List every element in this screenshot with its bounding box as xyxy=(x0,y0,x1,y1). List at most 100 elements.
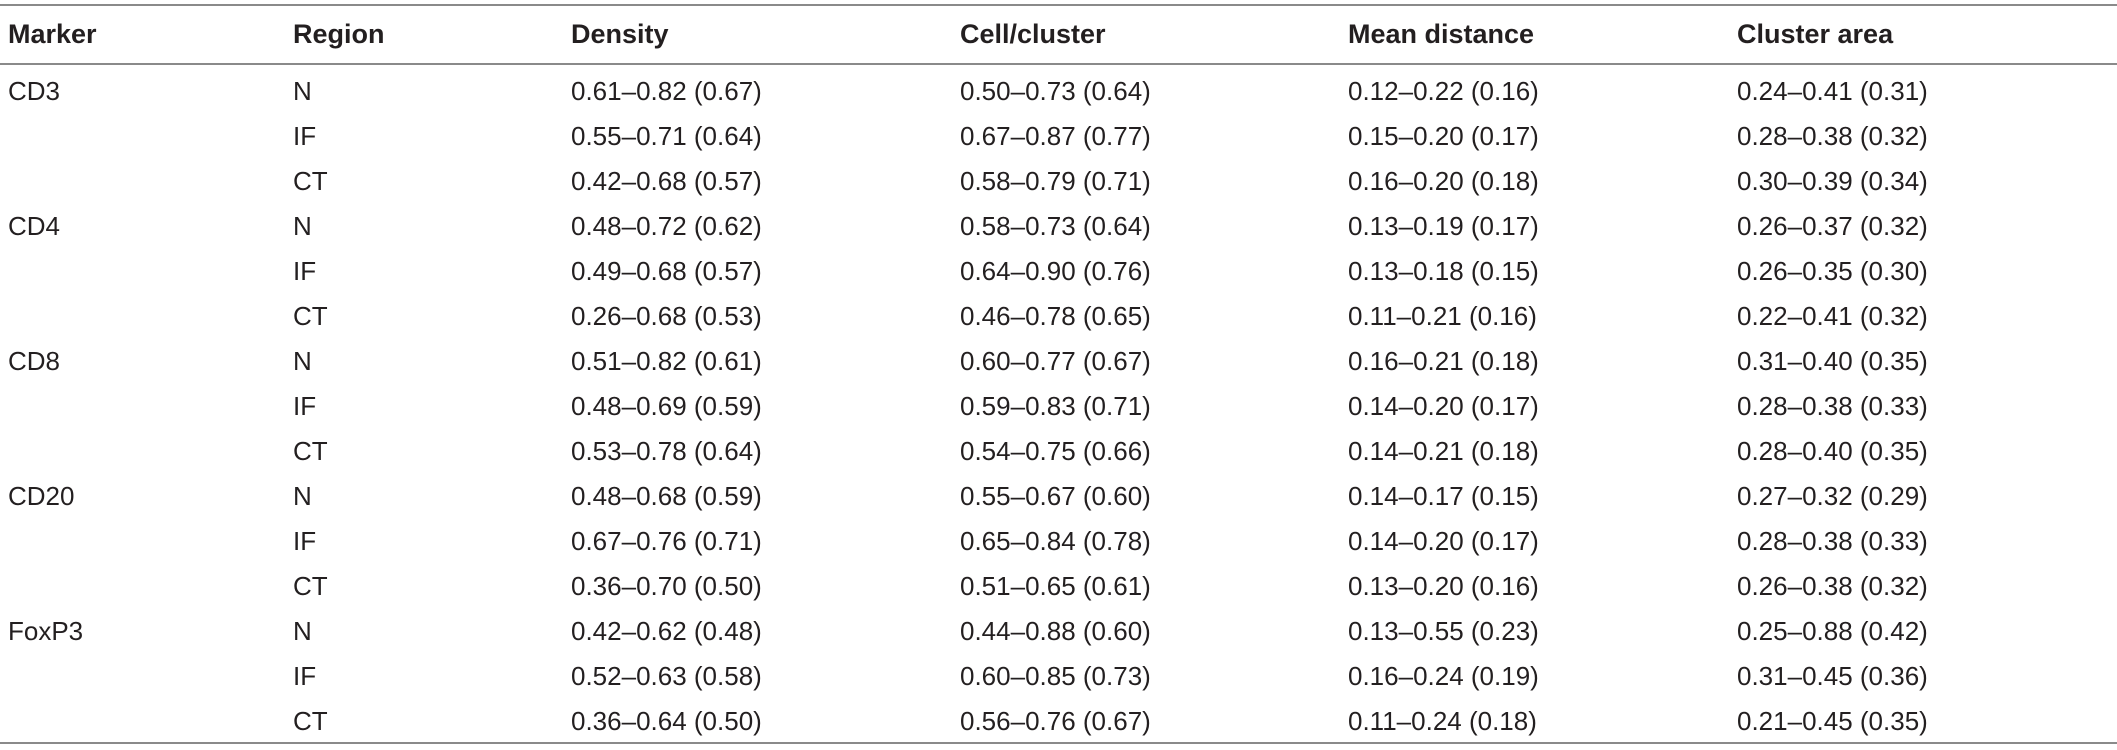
table-row: CD3 N 0.61–0.82 (0.67) 0.50–0.73 (0.64) 0.12… xyxy=(0,63,2117,114)
cell-cluster-area: 0.30–0.39 (0.34) xyxy=(1737,166,1928,196)
cell-density: 0.51–0.82 (0.61) xyxy=(571,346,762,376)
cell-region: N xyxy=(293,76,312,106)
cell-mean-distance: 0.14–0.20 (0.17) xyxy=(1348,526,1539,556)
cell-marker xyxy=(0,429,285,474)
cell-region: IF xyxy=(293,526,317,556)
cell-mean-distance: 0.16–0.20 (0.18) xyxy=(1348,166,1539,196)
cell-cell-cluster: 0.56–0.76 (0.67) xyxy=(960,706,1151,736)
table-row: IF 0.67–0.76 (0.71) 0.65–0.84 (0.78) 0.14–0… xyxy=(0,519,2117,564)
cell-marker: CD20 xyxy=(8,481,75,511)
cell-density: 0.36–0.64 (0.50) xyxy=(571,706,762,736)
table-body: CD3 N 0.61–0.82 (0.67) 0.50–0.73 (0.64) 0.12… xyxy=(0,63,2117,744)
cell-region: CT xyxy=(293,166,328,196)
table-row: IF 0.52–0.63 (0.58) 0.60–0.85 (0.73) 0.16–0… xyxy=(0,654,2117,699)
cell-marker xyxy=(0,519,285,564)
table-row: IF 0.49–0.68 (0.57) 0.64–0.90 (0.76) 0.13–0… xyxy=(0,249,2117,294)
cell-density: 0.53–0.78 (0.64) xyxy=(571,436,762,466)
cell-cluster-area: 0.26–0.38 (0.32) xyxy=(1737,571,1928,601)
cell-cell-cluster: 0.50–0.73 (0.64) xyxy=(960,76,1151,106)
table-row: IF 0.48–0.69 (0.59) 0.59–0.83 (0.71) 0.14–0… xyxy=(0,384,2117,429)
cell-cell-cluster: 0.51–0.65 (0.61) xyxy=(960,571,1151,601)
cell-cluster-area: 0.24–0.41 (0.31) xyxy=(1737,76,1928,106)
table-row: CD8 N 0.51–0.82 (0.61) 0.60–0.77 (0.67) 0.16… xyxy=(0,339,2117,384)
data-table: Marker Region Density Cell/cluster Mean … xyxy=(0,6,2117,744)
cell-density: 0.42–0.62 (0.48) xyxy=(571,616,762,646)
cell-region: N xyxy=(293,616,312,646)
cell-density: 0.48–0.72 (0.62) xyxy=(571,211,762,241)
cell-cell-cluster: 0.58–0.73 (0.64) xyxy=(960,211,1151,241)
cell-density: 0.49–0.68 (0.57) xyxy=(571,256,762,286)
cell-marker: CD3 xyxy=(8,76,61,106)
table-row: CD4 N 0.48–0.72 (0.62) 0.58–0.73 (0.64) 0.13… xyxy=(0,204,2117,249)
cell-mean-distance: 0.13–0.20 (0.16) xyxy=(1348,571,1539,601)
table-row: CD20 N 0.48–0.68 (0.59) 0.55–0.67 (0.60) 0.1… xyxy=(0,474,2117,519)
cell-mean-distance: 0.12–0.22 (0.16) xyxy=(1348,76,1539,106)
cell-cluster-area: 0.26–0.35 (0.30) xyxy=(1737,256,1928,286)
column-header-marker: Marker xyxy=(8,19,97,49)
table-row: CT 0.36–0.70 (0.50) 0.51–0.65 (0.61) 0.13–0… xyxy=(0,564,2117,609)
cell-cluster-area: 0.26–0.37 (0.32) xyxy=(1737,211,1928,241)
table-header-row: Marker Region Density Cell/cluster Mean … xyxy=(0,6,2117,63)
cell-cluster-area: 0.28–0.40 (0.35) xyxy=(1737,436,1928,466)
cell-region: IF xyxy=(293,391,317,421)
table-row: FoxP3 N 0.42–0.62 (0.48) 0.44–0.88 (0.60) 0.… xyxy=(0,609,2117,654)
cell-cluster-area: 0.31–0.40 (0.35) xyxy=(1737,346,1928,376)
table-row: CT 0.36–0.64 (0.50) 0.56–0.76 (0.67) 0.11–0… xyxy=(0,699,2117,744)
cell-marker xyxy=(0,384,285,429)
cell-cluster-area: 0.28–0.38 (0.33) xyxy=(1737,391,1928,421)
cell-marker xyxy=(0,564,285,609)
table-row: CT 0.53–0.78 (0.64) 0.54–0.75 (0.66) 0.14–0… xyxy=(0,429,2117,474)
column-header-cluster-area: Cluster area xyxy=(1737,19,1894,49)
cell-mean-distance: 0.13–0.18 (0.15) xyxy=(1348,256,1539,286)
cell-region: IF xyxy=(293,256,317,286)
cell-marker xyxy=(0,159,285,204)
cell-marker xyxy=(0,699,285,744)
cell-cluster-area: 0.28–0.38 (0.33) xyxy=(1737,526,1928,556)
cell-cell-cluster: 0.58–0.79 (0.71) xyxy=(960,166,1151,196)
cell-mean-distance: 0.14–0.20 (0.17) xyxy=(1348,391,1539,421)
column-header-density: Density xyxy=(571,19,669,49)
cell-mean-distance: 0.11–0.21 (0.16) xyxy=(1348,301,1537,331)
cell-mean-distance: 0.13–0.19 (0.17) xyxy=(1348,211,1539,241)
cell-region: N xyxy=(293,211,312,241)
cell-mean-distance: 0.14–0.21 (0.18) xyxy=(1348,436,1539,466)
cell-cluster-area: 0.28–0.38 (0.32) xyxy=(1737,121,1928,151)
cell-mean-distance: 0.14–0.17 (0.15) xyxy=(1348,481,1539,511)
cell-marker: FoxP3 xyxy=(8,616,84,646)
cell-cell-cluster: 0.54–0.75 (0.66) xyxy=(960,436,1151,466)
cell-cell-cluster: 0.67–0.87 (0.77) xyxy=(960,121,1151,151)
cell-cluster-area: 0.25–0.88 (0.42) xyxy=(1737,616,1928,646)
cell-marker xyxy=(0,654,285,699)
cell-mean-distance: 0.13–0.55 (0.23) xyxy=(1348,616,1539,646)
cell-density: 0.52–0.63 (0.58) xyxy=(571,661,762,691)
cell-cluster-area: 0.31–0.45 (0.36) xyxy=(1737,661,1928,691)
cell-cell-cluster: 0.60–0.77 (0.67) xyxy=(960,346,1151,376)
cell-marker: CD8 xyxy=(8,346,61,376)
cell-region: N xyxy=(293,346,312,376)
table-row: IF 0.55–0.71 (0.64) 0.67–0.87 (0.77) 0.15–0… xyxy=(0,114,2117,159)
cell-density: 0.42–0.68 (0.57) xyxy=(571,166,762,196)
cell-cluster-area: 0.27–0.32 (0.29) xyxy=(1737,481,1928,511)
cell-density: 0.48–0.69 (0.59) xyxy=(571,391,762,421)
cell-region: CT xyxy=(293,301,328,331)
cell-region: IF xyxy=(293,121,317,151)
column-header-region: Region xyxy=(293,19,385,49)
cell-density: 0.48–0.68 (0.59) xyxy=(571,481,762,511)
cell-density: 0.67–0.76 (0.71) xyxy=(571,526,762,556)
cell-region: N xyxy=(293,481,312,511)
column-header-mean-distance: Mean distance xyxy=(1348,19,1535,49)
column-header-cell-cluster: Cell/cluster xyxy=(960,19,1106,49)
cell-cell-cluster: 0.65–0.84 (0.78) xyxy=(960,526,1151,556)
cell-cell-cluster: 0.60–0.85 (0.73) xyxy=(960,661,1151,691)
table-header-rule xyxy=(0,63,2117,65)
cell-density: 0.55–0.71 (0.64) xyxy=(571,121,762,151)
cell-marker xyxy=(0,114,285,159)
cell-marker: CD4 xyxy=(8,211,61,241)
cell-cluster-area: 0.21–0.45 (0.35) xyxy=(1737,706,1928,736)
cell-marker xyxy=(0,249,285,294)
cell-cell-cluster: 0.64–0.90 (0.76) xyxy=(960,256,1151,286)
cell-mean-distance: 0.16–0.24 (0.19) xyxy=(1348,661,1539,691)
cell-mean-distance: 0.15–0.20 (0.17) xyxy=(1348,121,1539,151)
cell-density: 0.61–0.82 (0.67) xyxy=(571,76,762,106)
